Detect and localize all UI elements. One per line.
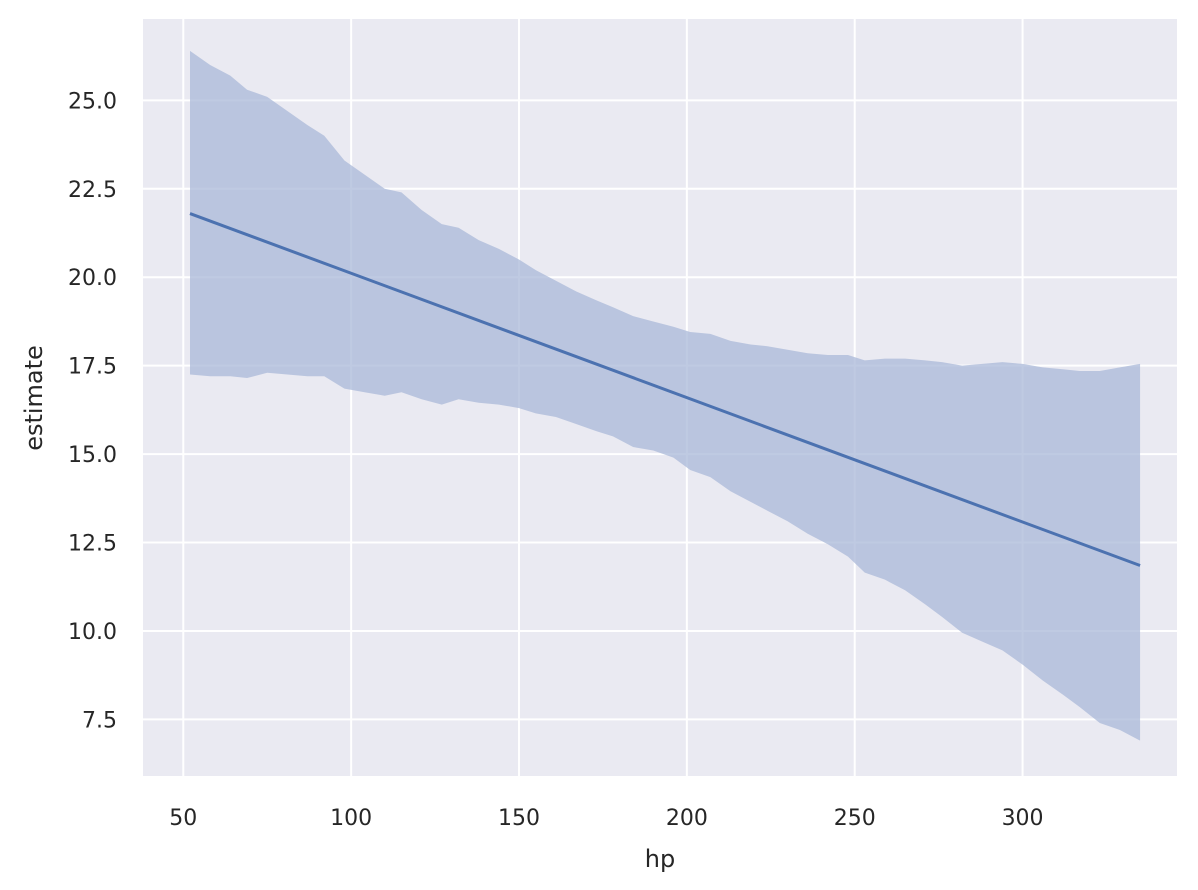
y-axis-ticks: 7.5 10.0 12.5 15.0 17.5 20.0 22.5 25.0 xyxy=(68,89,117,733)
y-tick-label: 10.0 xyxy=(68,620,117,645)
y-tick-label: 22.5 xyxy=(68,178,117,203)
y-tick-label: 17.5 xyxy=(68,355,117,380)
y-tick-label: 12.5 xyxy=(68,532,117,557)
x-tick-label: 250 xyxy=(834,806,876,831)
x-axis-label: hp xyxy=(645,845,675,873)
y-axis-label: estimate xyxy=(20,345,48,451)
y-tick-label: 20.0 xyxy=(68,266,117,291)
x-tick-label: 300 xyxy=(1002,806,1044,831)
x-tick-label: 100 xyxy=(330,806,372,831)
x-tick-label: 200 xyxy=(666,806,708,831)
y-tick-label: 15.0 xyxy=(68,443,117,468)
y-tick-label: 25.0 xyxy=(68,89,117,114)
x-axis-ticks: 50 100 150 200 250 300 xyxy=(169,806,1043,831)
series-line xyxy=(189,212,1141,567)
x-tick-label: 50 xyxy=(169,806,197,831)
confidence-band xyxy=(190,50,1141,741)
x-tick-label: 150 xyxy=(498,806,540,831)
y-tick-label: 7.5 xyxy=(82,708,117,733)
